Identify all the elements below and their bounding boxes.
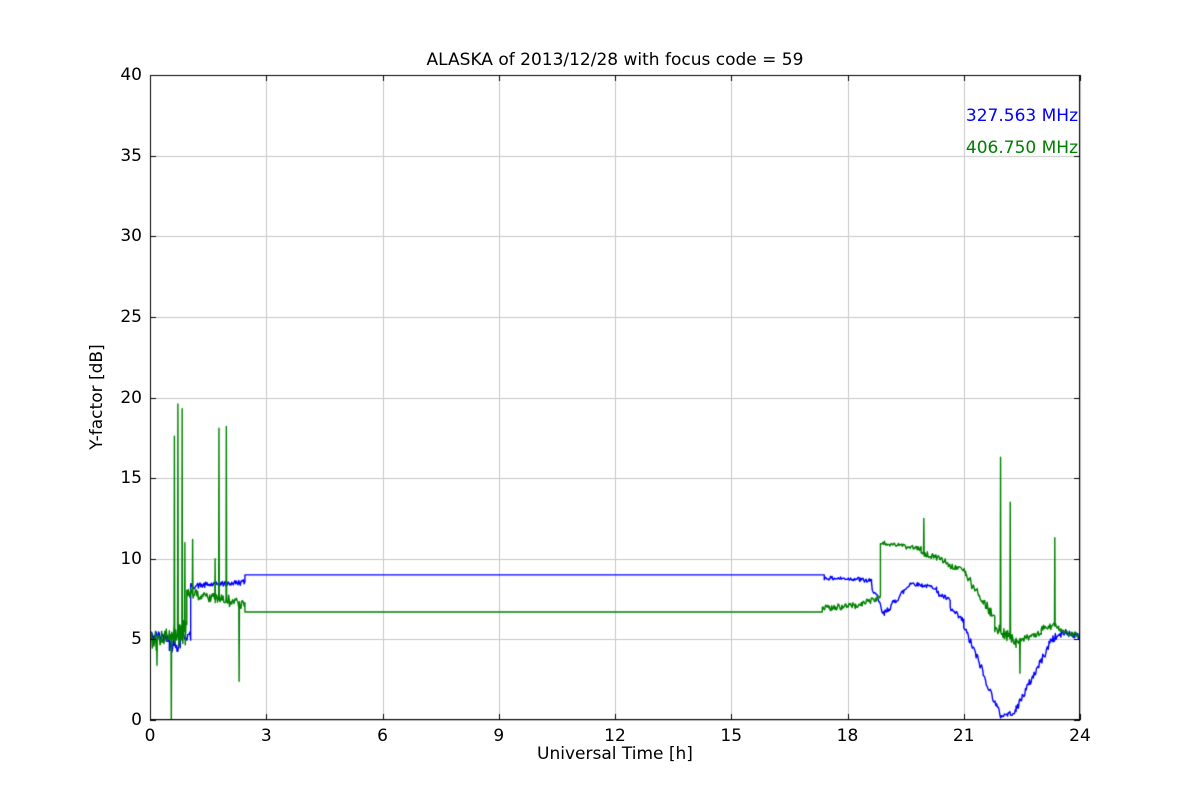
y-tick-label: 20: [120, 387, 142, 408]
y-tick-label: 5: [131, 629, 142, 650]
y-tick-label: 40: [120, 65, 142, 85]
x-tick-label: 12: [604, 726, 626, 746]
x-tick-label: 24: [1069, 726, 1091, 746]
y-tick-label: 30: [120, 226, 142, 247]
legend-entry-327mhz: 327.563 MHz: [965, 106, 1078, 126]
y-tick-label: 15: [120, 468, 142, 489]
x-tick-label: 3: [260, 726, 272, 746]
x-tick-label: 6: [377, 726, 388, 746]
x-tick-label: 9: [493, 726, 505, 746]
y-tick-label: 10: [120, 548, 142, 569]
y-tick-label: 35: [120, 145, 142, 166]
x-tick-label: 21: [952, 726, 975, 746]
chart-title: ALASKA of 2013/12/28 with focus code = 5…: [426, 50, 804, 70]
x-tick-label: 0: [144, 726, 156, 746]
x-tick-label: 18: [836, 726, 859, 746]
legend-entry-406mhz: 406.750 MHz: [965, 138, 1078, 158]
x-axis-label: Universal Time [h]: [537, 744, 693, 764]
y-tick-label: 0: [131, 710, 142, 730]
x-tick-label: 15: [720, 726, 743, 746]
y-tick-label: 25: [120, 306, 142, 327]
